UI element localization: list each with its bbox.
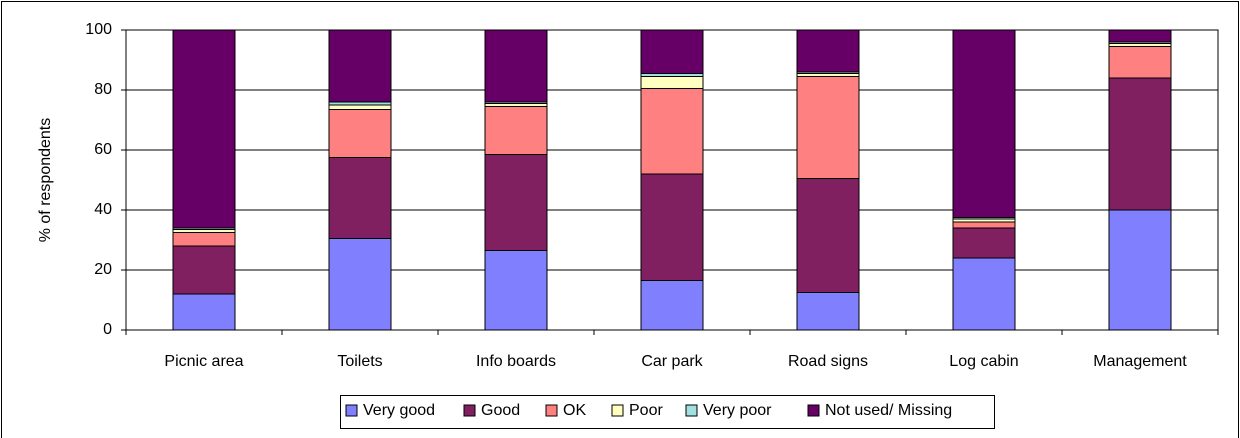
bar-segment [484, 106, 548, 155]
x-tick-label: Picnic area [164, 353, 243, 370]
legend-swatch [807, 404, 820, 417]
bar-segment [640, 280, 704, 331]
y-tick-label: 20 [94, 261, 112, 278]
bar-segment [640, 76, 704, 89]
bar-segment [328, 104, 392, 110]
bar-segment [484, 29, 548, 103]
bar-segment [328, 157, 392, 239]
bar-segment [796, 76, 860, 179]
y-tick-label: 80 [94, 81, 112, 98]
legend-swatch [463, 404, 476, 417]
legend-swatch [611, 404, 624, 417]
legend-swatch [545, 404, 558, 417]
bar-segment [484, 154, 548, 251]
bar-segment [640, 29, 704, 74]
bar-segment [1108, 77, 1172, 211]
bar-segment [328, 109, 392, 158]
legend-label: Very poor [703, 402, 772, 419]
legend-swatch [345, 404, 358, 417]
y-tick-label: 60 [94, 141, 112, 158]
bar-segment [952, 221, 1016, 229]
x-tick-label: Car park [641, 353, 703, 370]
legend-label: Very good [363, 402, 435, 419]
legend-swatch [685, 404, 698, 417]
bar-segment [172, 293, 236, 331]
bar-segment [328, 29, 392, 103]
legend-label: Not used/ Missing [825, 402, 952, 419]
bar-segment [172, 245, 236, 295]
x-tick-label: Log cabin [949, 353, 1018, 370]
x-tick-label: Toilets [337, 353, 382, 370]
bar-segment [484, 250, 548, 331]
legend-box [340, 395, 995, 429]
y-axis-label: % of respondents [37, 118, 54, 243]
y-tick-label: 0 [103, 321, 112, 338]
bar-segment [796, 29, 860, 73]
legend-label: OK [563, 402, 586, 419]
legend-label: Good [481, 402, 520, 419]
bar-segment [328, 238, 392, 331]
bar-segment [172, 29, 236, 229]
bar-segment [796, 178, 860, 293]
y-tick-label: 40 [94, 201, 112, 218]
bar-segment [1108, 209, 1172, 331]
bar-segment [952, 227, 1016, 259]
y-tick-label: 100 [85, 21, 112, 38]
legend-label: Poor [629, 402, 663, 419]
bar-segment [172, 232, 236, 247]
bar-segment [952, 257, 1016, 331]
x-tick-label: Road signs [788, 353, 868, 370]
x-tick-label: Management [1093, 353, 1187, 370]
bar-segment [1108, 46, 1172, 79]
x-tick-label: Info boards [476, 353, 556, 370]
bar-segment [640, 88, 704, 175]
bar-segment [640, 173, 704, 281]
bar-segment [796, 292, 860, 331]
bar-segment [1108, 29, 1172, 43]
bar-segment [952, 29, 1016, 218]
